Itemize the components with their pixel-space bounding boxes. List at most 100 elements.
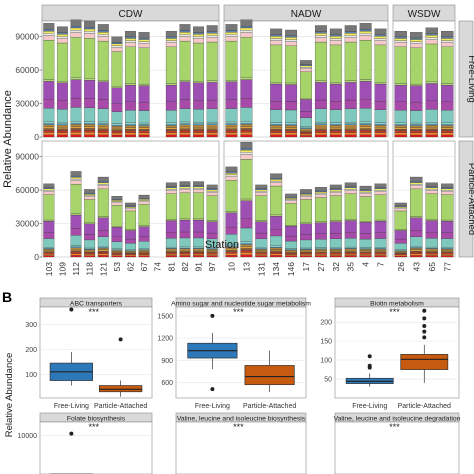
bar-segment xyxy=(84,38,96,79)
bar-segment xyxy=(193,38,205,44)
bar-segment xyxy=(240,134,253,138)
bar-segment xyxy=(43,130,55,133)
bar-segment xyxy=(285,199,298,201)
bar-segment xyxy=(225,124,238,128)
bar-segment xyxy=(285,225,298,237)
bar-segment xyxy=(97,134,109,138)
bar-segment xyxy=(206,128,218,131)
bar-segment xyxy=(240,149,253,153)
bar-segment xyxy=(240,200,253,220)
bar-segment xyxy=(138,130,150,133)
bar-segment xyxy=(441,36,454,39)
bar-segment xyxy=(125,202,136,206)
bar-segment xyxy=(70,37,82,78)
bar-segment xyxy=(111,51,123,87)
x-tick-label: 134 xyxy=(271,262,281,276)
bar-segment xyxy=(179,186,191,189)
bar-segment xyxy=(255,254,268,256)
bar-segment xyxy=(179,250,191,252)
bar-segment xyxy=(270,245,283,248)
bar-segment xyxy=(70,178,82,181)
bar-segment xyxy=(329,247,342,249)
bar-segment xyxy=(84,251,96,254)
bar-segment xyxy=(300,252,312,255)
bar-segment xyxy=(97,24,109,31)
bar-segment xyxy=(359,193,372,197)
bar-segment xyxy=(138,251,150,253)
bar-segment xyxy=(97,34,109,37)
bar-segment xyxy=(329,109,342,123)
bar-segment xyxy=(425,220,438,233)
y-tick-label: 90000 xyxy=(15,32,39,42)
bar-segment xyxy=(374,44,387,83)
bar-segment xyxy=(111,227,123,237)
bar-segment xyxy=(314,197,327,222)
bar-segment xyxy=(329,184,342,189)
bar-segment xyxy=(314,121,327,124)
bar-segment xyxy=(344,108,357,123)
bar-segment xyxy=(193,252,205,255)
bar-segment xyxy=(43,194,55,221)
bar-segment xyxy=(344,189,357,191)
boxplot-title: Folate biosynthesis xyxy=(67,415,126,422)
bar-segment xyxy=(359,192,372,194)
bar-segment xyxy=(225,123,238,125)
bar-segment xyxy=(314,123,327,125)
bar-segment xyxy=(225,79,238,82)
bar-segment xyxy=(179,126,191,129)
bar-segment xyxy=(374,250,387,252)
bar-segment xyxy=(84,123,96,125)
bar-segment xyxy=(425,232,438,239)
bar-segment xyxy=(111,132,123,136)
bar-segment xyxy=(255,220,268,222)
bar-segment xyxy=(374,253,387,256)
bar-segment xyxy=(165,220,177,233)
bar-segment xyxy=(138,250,150,252)
box-particle-attached xyxy=(244,365,295,386)
outlier-point xyxy=(118,337,123,342)
bar-segment xyxy=(344,80,357,83)
bar-segment xyxy=(193,122,205,125)
bar-segment xyxy=(425,33,438,36)
bar-segment xyxy=(206,252,218,255)
bar-segment xyxy=(314,221,327,223)
bar-segment xyxy=(329,38,342,41)
bar-segment xyxy=(56,81,68,84)
bar-segment xyxy=(240,248,253,251)
bar-segment xyxy=(225,40,238,81)
bar-segment xyxy=(270,229,283,237)
bar-segment xyxy=(425,187,438,190)
bar-segment xyxy=(314,134,327,138)
bar-segment xyxy=(300,130,312,132)
bar-segment xyxy=(97,124,109,128)
bar-segment xyxy=(394,127,407,130)
bar-segment xyxy=(56,127,68,129)
bar-segment xyxy=(329,134,342,138)
bar-segment xyxy=(70,183,82,214)
bar-segment xyxy=(425,124,438,128)
bar-segment xyxy=(314,130,327,133)
bar-segment xyxy=(344,190,357,194)
bar-segment xyxy=(270,122,283,125)
bar-segment xyxy=(394,254,407,257)
x-tick-label: 118 xyxy=(85,262,95,276)
bar-segment xyxy=(225,32,238,35)
bar-segment xyxy=(225,108,238,123)
bar-segment xyxy=(70,245,82,247)
bar-segment xyxy=(179,81,191,100)
bar-segment xyxy=(329,188,342,191)
row-strip-label: Free-Living xyxy=(466,55,474,103)
bar-segment xyxy=(410,85,423,103)
bar-segment xyxy=(193,251,205,253)
y-tick-label: 300 xyxy=(25,322,37,329)
boxplot-title: ABC transporters xyxy=(70,300,123,307)
bar-segment xyxy=(270,216,283,230)
bar-segment xyxy=(314,35,327,38)
x-tick-label: 13 xyxy=(241,262,251,272)
x-tick-label: 97 xyxy=(207,262,217,272)
panel-b-letter: B xyxy=(2,289,12,305)
bar-segment xyxy=(441,129,454,131)
bar-segment xyxy=(179,79,191,82)
bar-segment xyxy=(138,200,150,202)
bar-segment xyxy=(394,206,407,208)
